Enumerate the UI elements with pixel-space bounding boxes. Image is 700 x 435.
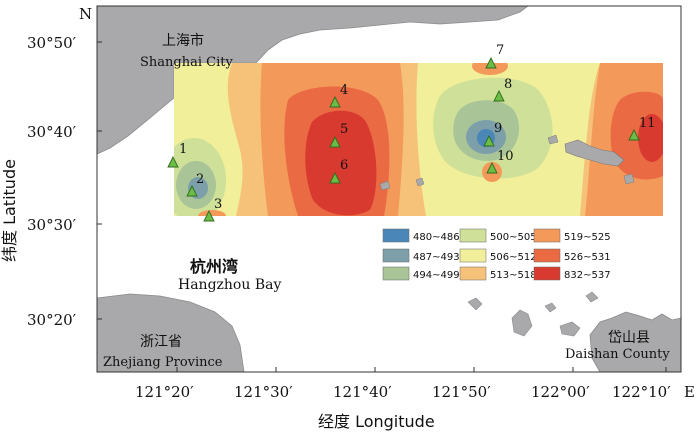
station-marker-7	[485, 56, 497, 69]
station-marker-9	[483, 134, 495, 147]
place-label-zhejiang-cn: 浙江省	[140, 334, 182, 350]
legend-swatch	[382, 248, 410, 263]
place-label-shanghai-en: Shanghai City	[140, 55, 233, 70]
station-marker-1	[167, 155, 179, 168]
y-tick-label: 30°50′	[27, 34, 77, 52]
station-label: 3	[214, 197, 222, 212]
x-tick-label: 121°30′	[234, 383, 293, 401]
east-label: E	[684, 383, 695, 401]
legend-swatch	[382, 228, 410, 243]
legend-label: 500~505	[490, 232, 537, 243]
station-marker-3	[203, 209, 215, 222]
shanghai-landmass	[97, 6, 529, 155]
station-marker-6	[329, 171, 341, 184]
station-label: 9	[494, 121, 502, 136]
place-label-daishan-en: Daishan County	[565, 347, 670, 362]
north-label: N	[79, 5, 92, 23]
x-tick-label: 121°20′	[135, 383, 194, 401]
x-tick-label: 122°00′	[531, 383, 590, 401]
small-island	[467, 297, 483, 311]
place-label-bay-cn: 杭州湾	[190, 257, 238, 276]
legend-label: 526~531	[564, 252, 611, 263]
station-label: 10	[497, 149, 514, 164]
legend-swatch	[459, 228, 487, 243]
legend-label: 494~499	[413, 270, 460, 281]
small-island	[511, 309, 533, 337]
place-label-shanghai-cn: 上海市	[162, 32, 204, 49]
legend-swatch	[533, 248, 561, 263]
station-marker-10	[486, 161, 498, 174]
station-marker-11	[628, 128, 640, 141]
small-island	[544, 302, 557, 313]
station-label: 8	[504, 77, 512, 92]
station-label: 2	[196, 172, 204, 187]
legend-swatch	[459, 248, 487, 263]
y-tick-label: 30°20′	[27, 311, 77, 329]
island-chain	[564, 139, 625, 167]
legend-swatch	[459, 266, 487, 281]
y-tick-label: 30°30′	[27, 216, 77, 234]
legend-label: 506~512	[490, 252, 537, 263]
station-label: 5	[340, 122, 348, 137]
map-frame-border	[96, 5, 682, 373]
zhejiang-landmass	[97, 293, 245, 372]
place-label-zhejiang-en: Zhejiang Province	[103, 355, 223, 370]
small-island	[379, 180, 391, 191]
legend-label: 513~518	[490, 270, 537, 281]
station-label: 4	[340, 83, 348, 98]
y-tick-label: 30°40′	[27, 123, 77, 141]
station-marker-5	[329, 135, 341, 148]
legend-swatch	[533, 266, 561, 281]
legend-label: 480~486	[413, 232, 460, 243]
daishan-island	[589, 311, 681, 372]
x-tick-label: 122°10′	[612, 383, 671, 401]
legend: 480~486 500~505 519~525 487~493 506~512 526~5…	[382, 228, 611, 281]
place-label-daishan-cn: 岱山县	[608, 330, 650, 346]
station-label: 11	[639, 116, 656, 131]
small-island	[547, 134, 559, 145]
station-marker-2	[186, 184, 198, 197]
y-axis-title: 纬度 Latitude	[0, 159, 19, 262]
station-labels: 1 2 3 4 5 6 7 8 9 10 11	[179, 43, 656, 212]
station-marker-8	[493, 89, 505, 102]
legend-label: 487~493	[413, 252, 460, 263]
place-label-bay-en: Hangzhou Bay	[178, 277, 281, 293]
station-markers	[167, 56, 640, 222]
small-island	[559, 321, 581, 337]
small-island	[415, 177, 425, 187]
legend-swatch	[382, 266, 410, 281]
legend-label: 832~537	[564, 270, 611, 281]
small-island	[585, 291, 599, 303]
tick-marks	[97, 41, 667, 372]
contour-field	[174, 63, 663, 216]
legend-swatch	[533, 228, 561, 243]
x-axis-title: 经度 Longitude	[318, 412, 435, 431]
x-tick-label: 121°40′	[333, 383, 392, 401]
small-island	[623, 173, 635, 185]
station-label: 7	[496, 43, 504, 58]
legend-label: 519~525	[564, 232, 611, 243]
station-label: 1	[179, 142, 187, 157]
x-tick-label: 121°50′	[432, 383, 491, 401]
station-marker-4	[329, 95, 341, 108]
station-label: 6	[340, 158, 348, 173]
